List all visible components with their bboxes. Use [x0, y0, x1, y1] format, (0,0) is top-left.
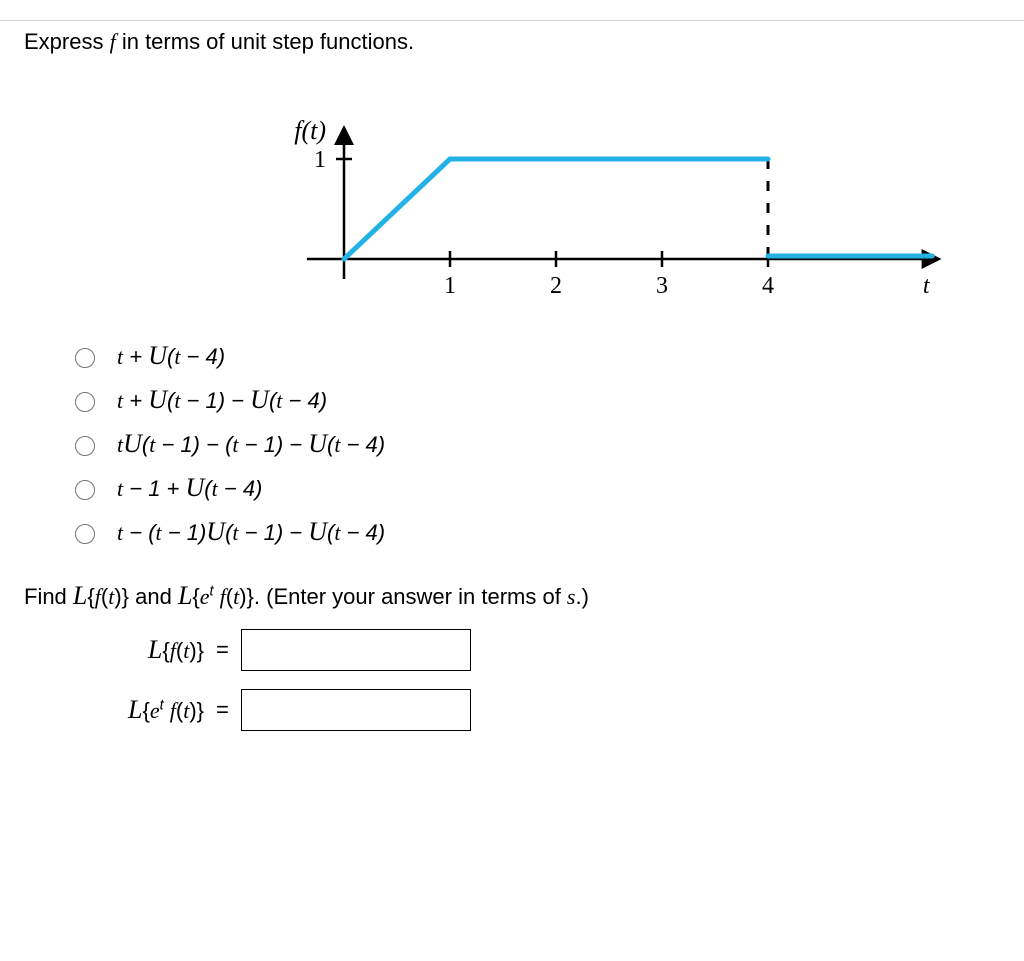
option-label-3: tU(t − 1) − (t − 1) − U(t − 4): [117, 429, 385, 459]
option-radio-3[interactable]: [75, 436, 95, 456]
option-1[interactable]: t + U(t − 4): [70, 341, 1000, 371]
svg-text:1: 1: [444, 273, 456, 299]
answer-label-1: L{f(t)}: [24, 635, 204, 665]
svg-text:t: t: [923, 273, 931, 299]
svg-text:3: 3: [656, 273, 668, 299]
answer-row-2: L{et f(t)} =: [24, 689, 1000, 731]
svg-text:2: 2: [550, 273, 562, 299]
option-label-2: t + U(t − 1) − U(t − 4): [117, 385, 327, 415]
question-prompt: Express f in terms of unit step function…: [24, 29, 1000, 55]
equals-sign: =: [216, 697, 229, 723]
option-radio-5[interactable]: [75, 524, 95, 544]
option-5[interactable]: t − (t − 1)U(t − 1) − U(t − 4): [70, 517, 1000, 547]
option-label-1: t + U(t − 4): [117, 341, 225, 371]
option-label-4: t − 1 + U(t − 4): [117, 473, 262, 503]
equals-sign: =: [216, 637, 229, 663]
function-graph: 12341f(t)t: [254, 69, 1000, 315]
answer-input-2[interactable]: [241, 689, 471, 731]
options-group: t + U(t − 4) t + U(t − 1) − U(t − 4) tU(t …: [70, 341, 1000, 547]
answer-row-1: L{f(t)} =: [24, 629, 1000, 671]
option-4[interactable]: t − 1 + U(t − 4): [70, 473, 1000, 503]
svg-text:f(t): f(t): [294, 116, 326, 145]
option-radio-2[interactable]: [75, 392, 95, 412]
option-label-5: t − (t − 1)U(t − 1) − U(t − 4): [117, 517, 385, 547]
answer-label-2: L{et f(t)}: [24, 695, 204, 725]
option-2[interactable]: t + U(t − 1) − U(t − 4): [70, 385, 1000, 415]
svg-text:1: 1: [314, 147, 326, 173]
find-prompt: Find L{f(t)} and L{et f(t)}. (Enter your…: [24, 581, 1000, 611]
option-3[interactable]: tU(t − 1) − (t − 1) − U(t − 4): [70, 429, 1000, 459]
answer-input-1[interactable]: [241, 629, 471, 671]
option-radio-1[interactable]: [75, 348, 95, 368]
option-radio-4[interactable]: [75, 480, 95, 500]
svg-text:4: 4: [762, 273, 774, 299]
